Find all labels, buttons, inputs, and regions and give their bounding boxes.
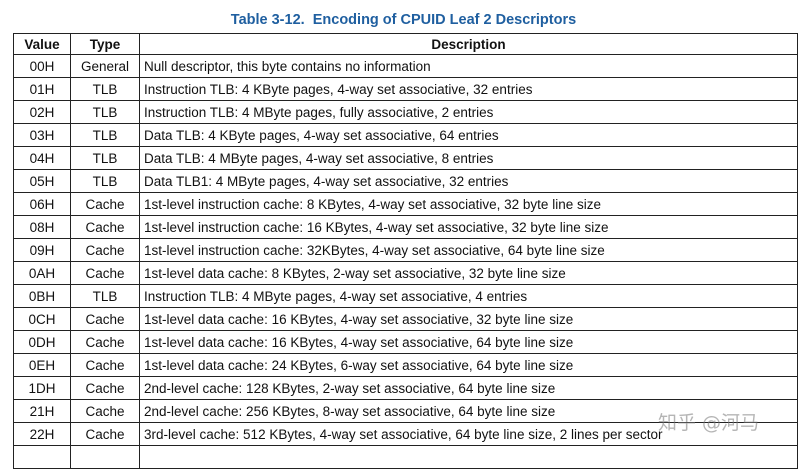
value-cell: 0EH: [13, 353, 71, 377]
description-cell: 1st-level data cache: 8 KBytes, 2-way se…: [139, 261, 798, 285]
table-row: 05H TLB Data TLB1: 4 MByte pages, 4-way se…: [13, 169, 798, 193]
description-cell: 1st-level data cache: 16 KBytes, 4-way s…: [139, 330, 798, 354]
value-cell: 22H: [13, 422, 71, 446]
table-row: 0BH TLB Instruction TLB: 4 MByte pages, 4-…: [13, 284, 798, 308]
type-cell: Cache: [70, 215, 140, 239]
description-cell: 1st-level instruction cache: 16 KBytes, …: [139, 215, 798, 239]
value-cell: 08H: [13, 215, 71, 239]
watermark: 知乎 @河马: [657, 412, 759, 434]
type-cell: TLB: [70, 77, 140, 101]
page: Table 3-12. Encoding of CPUID Leaf 2 Des…: [13, 12, 798, 469]
type-cell: Cache: [70, 261, 140, 285]
type-cell: General: [70, 54, 140, 78]
description-cell: Instruction TLB: 4 MByte pages, 4-way se…: [139, 284, 798, 308]
type-cell: Cache: [70, 376, 140, 400]
value-cell: 01H: [13, 77, 71, 101]
value-cell: 06H: [13, 192, 71, 216]
type-cell: TLB: [70, 169, 140, 193]
type-cell: Cache: [70, 399, 140, 423]
table-row: 03H TLB Data TLB: 4 KByte pages, 4-way set…: [13, 123, 798, 147]
description-cell: Data TLB: 4 MByte pages, 4-way set assoc…: [139, 146, 798, 170]
header-cell: Value: [13, 33, 71, 55]
type-cell: Cache: [70, 422, 140, 446]
table-row: 09H Cache 1st-level instruction cache: 32K…: [13, 238, 798, 262]
description-cell: 1st-level instruction cache: 32KBytes, 4…: [139, 238, 798, 262]
value-cell: 02H: [13, 100, 71, 124]
table-row: 0EH Cache 1st-level data cache: 24 KBytes,…: [13, 353, 798, 377]
description-cell: Data TLB1: 4 MByte pages, 4-way set asso…: [139, 169, 798, 193]
table-title: Table 3-12. Encoding of CPUID Leaf 2 Des…: [230, 12, 577, 28]
description-cell: 2nd-level cache: 128 KBytes, 2-way set a…: [139, 376, 798, 400]
value-cell: 05H: [13, 169, 71, 193]
table-row: 02H TLB Instruction TLB: 4 MByte pages, fu…: [13, 100, 798, 124]
table-row-partial: [13, 445, 798, 469]
type-cell: Cache: [70, 192, 140, 216]
table-row: 04H TLB Data TLB: 4 MByte pages, 4-way set…: [13, 146, 798, 170]
value-cell: 04H: [13, 146, 71, 170]
description-cell: Null descriptor, this byte contains no i…: [139, 54, 798, 78]
table-row: 00H General Null descriptor, this byte con…: [13, 54, 798, 78]
description-cell: 1st-level instruction cache: 8 KBytes, 4…: [139, 192, 798, 216]
empty-cell: [13, 445, 71, 469]
empty-cell: [70, 445, 140, 469]
table-row: 06H Cache 1st-level instruction cache: 8 K…: [13, 192, 798, 216]
type-cell: Cache: [70, 330, 140, 354]
table-row: 01H TLB Instruction TLB: 4 KByte pages, 4-…: [13, 77, 798, 101]
description-cell: Instruction TLB: 4 MByte pages, fully as…: [139, 100, 798, 124]
description-cell: 3rd-level cache: 512 KBytes, 4-way set a…: [139, 422, 798, 446]
header-row: Value Type Description: [13, 33, 798, 55]
value-cell: 03H: [13, 123, 71, 147]
value-cell: 0CH: [13, 307, 71, 331]
value-cell: 00H: [13, 54, 71, 78]
type-cell: Cache: [70, 307, 140, 331]
value-cell: 1DH: [13, 376, 71, 400]
type-cell: TLB: [70, 284, 140, 308]
description-cell: Data TLB: 4 KByte pages, 4-way set assoc…: [139, 123, 798, 147]
header-cell: Description: [139, 33, 798, 55]
description-cell: 1st-level data cache: 24 KBytes, 6-way s…: [139, 353, 798, 377]
table-row: 08H Cache 1st-level instruction cache: 16 …: [13, 215, 798, 239]
type-cell: Cache: [70, 238, 140, 262]
value-cell: 09H: [13, 238, 71, 262]
type-cell: TLB: [70, 100, 140, 124]
type-cell: TLB: [70, 146, 140, 170]
descriptor-table: Value Type Description 00H General Null de…: [13, 33, 798, 469]
header-cell: Type: [70, 33, 140, 55]
table-row: 1DH Cache 2nd-level cache: 128 KBytes, 2-w…: [13, 376, 798, 400]
value-cell: 21H: [13, 399, 71, 423]
type-cell: Cache: [70, 353, 140, 377]
empty-cell: [139, 445, 798, 469]
value-cell: 0DH: [13, 330, 71, 354]
table-row: 0AH Cache 1st-level data cache: 8 KBytes, …: [13, 261, 798, 285]
table-row: 0DH Cache 1st-level data cache: 16 KBytes,…: [13, 330, 798, 354]
value-cell: 0BH: [13, 284, 71, 308]
value-cell: 0AH: [13, 261, 71, 285]
description-cell: Instruction TLB: 4 KByte pages, 4-way se…: [139, 77, 798, 101]
description-cell: 1st-level data cache: 16 KBytes, 4-way s…: [139, 307, 798, 331]
type-cell: TLB: [70, 123, 140, 147]
table-row: 0CH Cache 1st-level data cache: 16 KBytes,…: [13, 307, 798, 331]
table-row: 22H Cache 3rd-level cache: 512 KBytes, 4-w…: [13, 422, 798, 446]
